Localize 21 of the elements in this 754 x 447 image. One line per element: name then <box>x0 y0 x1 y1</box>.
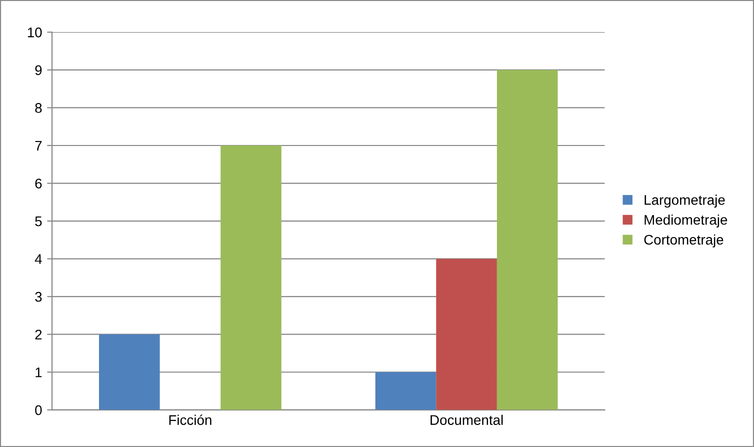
y-tick-label: 9 <box>35 65 42 76</box>
legend-label: Cortometraje <box>644 234 724 248</box>
y-tick-label: 3 <box>35 292 42 302</box>
legend-label: Mediometraje <box>644 214 728 228</box>
y-tick-label: 8 <box>35 103 42 113</box>
y-tick-label: 4 <box>34 254 42 264</box>
y-tick-label: 1 <box>36 368 42 378</box>
y-tick-label: 7 <box>35 140 42 151</box>
bar <box>99 334 160 410</box>
legend-label: Largometraje <box>644 194 725 208</box>
x-tick-label: Ficción <box>169 414 212 425</box>
y-tick-label: 0 <box>35 405 42 416</box>
bar <box>496 70 558 410</box>
y-tick-label: 6 <box>35 178 42 188</box>
x-tick-label: Documental <box>430 414 503 425</box>
y-tick-label: 5 <box>35 216 42 226</box>
bar <box>436 258 497 410</box>
bar <box>220 146 282 410</box>
y-tick-label: 2 <box>35 330 42 340</box>
y-tick-label: 10 <box>28 28 42 38</box>
bar <box>375 372 436 410</box>
